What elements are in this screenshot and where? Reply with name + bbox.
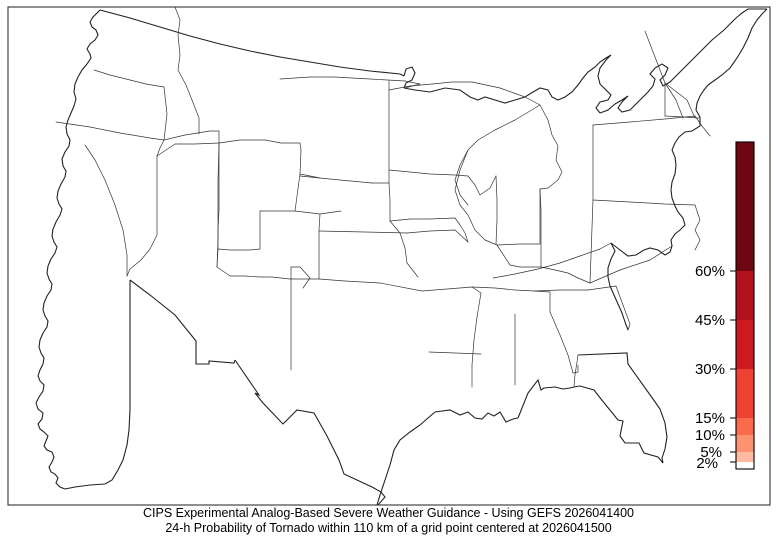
svg-text:60%: 60% <box>695 263 725 280</box>
svg-text:45%: 45% <box>695 312 725 329</box>
svg-text:2%: 2% <box>696 455 718 472</box>
svg-text:15%: 15% <box>695 410 725 427</box>
svg-text:30%: 30% <box>695 361 725 378</box>
svg-text:10%: 10% <box>695 427 725 444</box>
